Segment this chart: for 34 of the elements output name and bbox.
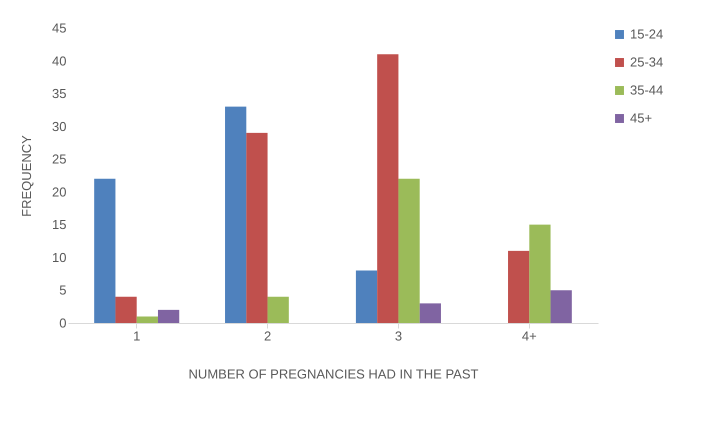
bar — [94, 178, 116, 323]
x-tick-label: 1 — [133, 328, 140, 344]
x-axis-title: NUMBER OF PREGNANCIES HAD IN THE PAST — [188, 366, 478, 382]
bar — [529, 224, 551, 323]
x-tick-label: 3 — [394, 328, 402, 344]
bar — [356, 270, 378, 323]
x-tick-label: 2 — [264, 328, 272, 344]
bar — [115, 296, 137, 323]
y-tick-label: 45 — [52, 20, 66, 36]
bar — [550, 290, 572, 323]
x-tick-label: 4+ — [522, 328, 537, 344]
bar — [508, 250, 530, 323]
bar — [158, 310, 180, 323]
y-tick-label: 10 — [52, 250, 66, 265]
legend-label: 25-34 — [630, 54, 664, 70]
bar — [398, 178, 420, 323]
y-tick-label: 40 — [52, 53, 66, 68]
bar — [225, 106, 246, 323]
y-tick-label: 0 — [59, 316, 66, 330]
y-tick-label: 25 — [52, 152, 66, 167]
bar — [246, 132, 268, 323]
legend-label: 45+ — [630, 110, 652, 126]
y-axis-title: FREQUENCY — [19, 134, 34, 217]
y-tick-label: 15 — [52, 217, 66, 232]
y-tick-label: 35 — [52, 86, 66, 102]
bar — [377, 54, 398, 323]
legend-label: 15-24 — [630, 26, 664, 42]
y-tick-label: 20 — [52, 184, 66, 200]
bar — [268, 296, 289, 323]
legend-label: 35-44 — [630, 82, 664, 98]
y-tick-label: 5 — [59, 282, 66, 298]
bar — [136, 316, 158, 323]
bar — [420, 303, 441, 323]
y-tick-label: 30 — [52, 118, 66, 134]
